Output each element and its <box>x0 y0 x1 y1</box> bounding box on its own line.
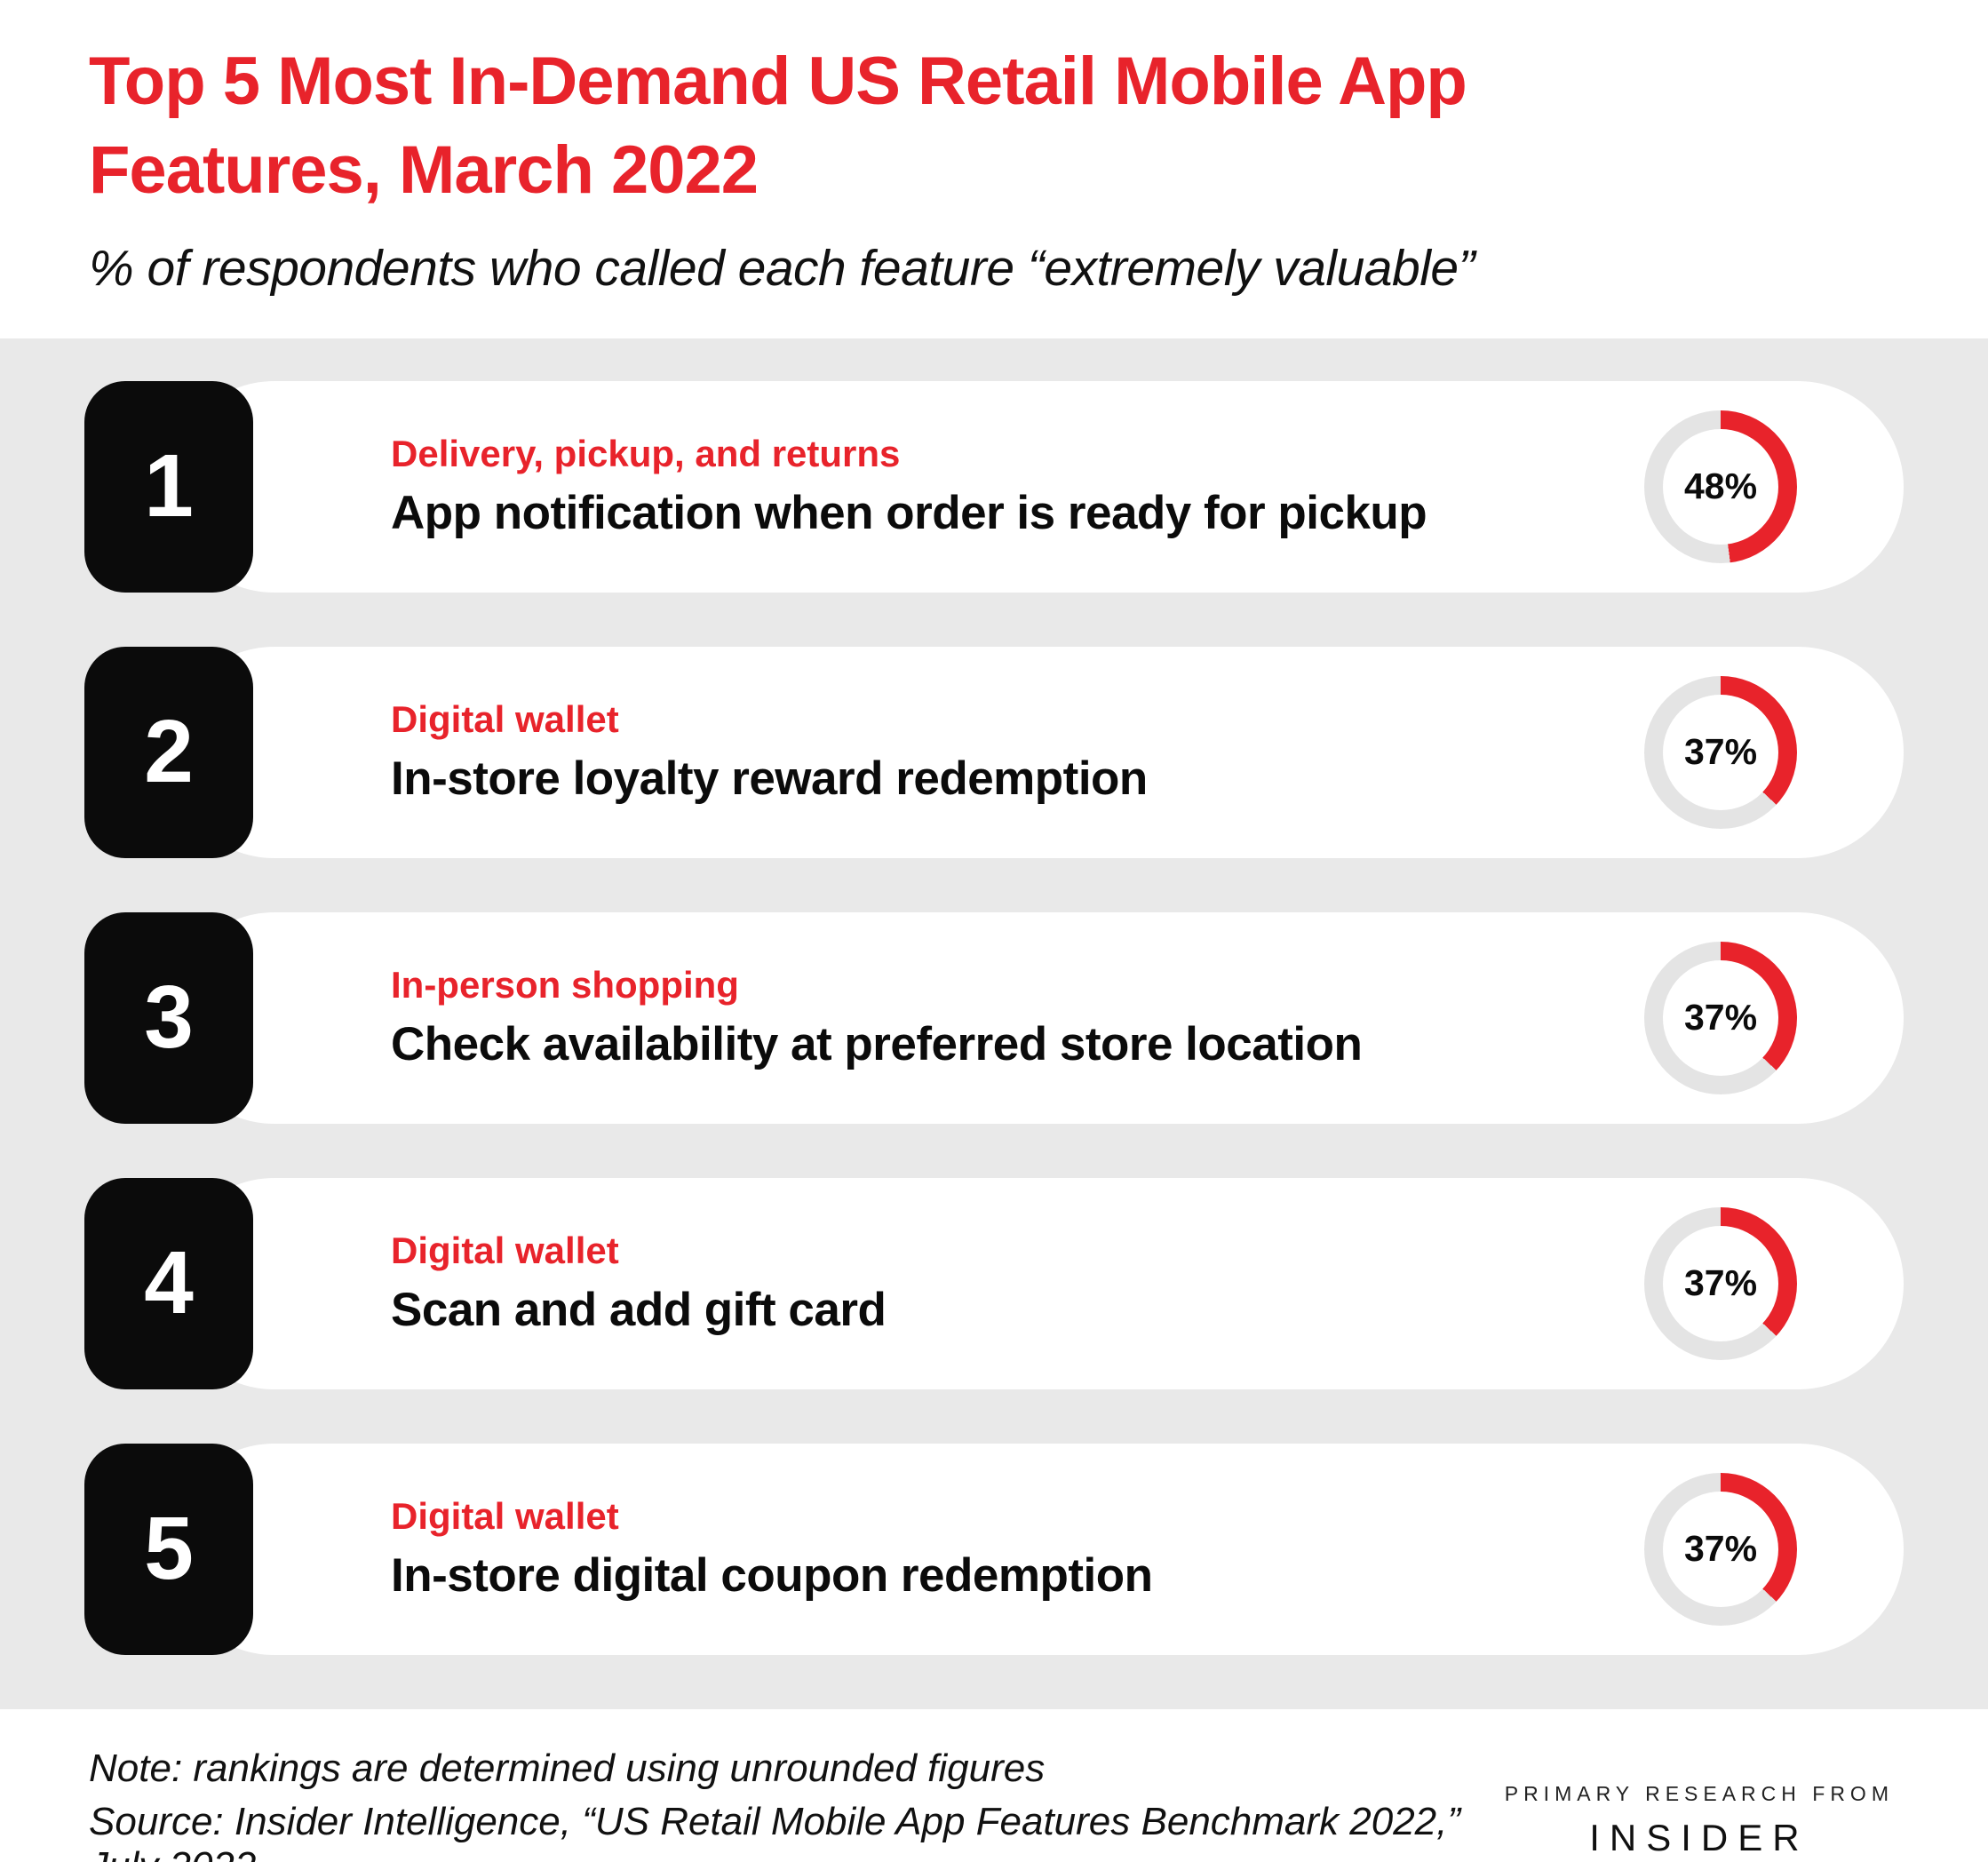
chart-title: Top 5 Most In-Demand US Retail Mobile Ap… <box>89 37 1899 216</box>
rank-card-text: Digital wallet Scan and add gift card <box>391 1229 1644 1337</box>
donut-value-label: 37% <box>1683 731 1758 773</box>
rank-badge: 1 <box>84 380 253 593</box>
chart-title-line1: Top 5 Most In-Demand US Retail Mobile Ap… <box>89 44 1467 119</box>
footer: Note: rankings are determined using unro… <box>0 1708 1988 1862</box>
donut-hole <box>1663 1491 1778 1607</box>
feature-label: In-store digital coupon redemption <box>391 1549 1153 1603</box>
donut-hole <box>1663 694 1778 810</box>
brand-tagline: PRIMARY RESEARCH FROM <box>1504 1781 1894 1805</box>
donut-chart: 48% <box>1644 410 1797 563</box>
chart-subtitle: % of respondents who called each feature… <box>89 239 1475 297</box>
feature-label: App notification when order is ready for… <box>391 487 1427 540</box>
donut-value-label: 48% <box>1683 466 1758 507</box>
rank-badge: 4 <box>84 1177 253 1389</box>
ranked-list: 1 Delivery, pickup, and returns App noti… <box>0 338 1988 1709</box>
rank-card-text: Digital wallet In-store digital coupon r… <box>391 1495 1644 1603</box>
footer-source: Source: Insider Intelligence, “US Retail… <box>89 1799 1461 1862</box>
rank-row-5: 5 Digital wallet In-store digital coupon… <box>84 1443 1904 1655</box>
category-label: Digital wallet <box>391 1229 619 1272</box>
donut-value-label: 37% <box>1683 1262 1758 1304</box>
donut-chart: 37% <box>1644 941 1797 1094</box>
donut-hole <box>1663 1225 1778 1341</box>
rank-card-text: Digital wallet In-store loyalty reward r… <box>391 698 1644 806</box>
category-label: Digital wallet <box>391 1495 619 1538</box>
rank-card: Digital wallet In-store loyalty reward r… <box>169 646 1904 858</box>
donut-chart: 37% <box>1644 1472 1797 1626</box>
footer-note: Note: rankings are determined using unro… <box>89 1746 1046 1790</box>
donut-value-label: 37% <box>1683 997 1758 1038</box>
rank-row-3: 3 In-person shopping Check availability … <box>84 911 1904 1124</box>
rank-row-2: 2 Digital wallet In-store loyalty reward… <box>84 646 1904 858</box>
rank-card: Delivery, pickup, and returns App notifi… <box>169 380 1904 593</box>
feature-label: Scan and add gift card <box>391 1284 887 1337</box>
rank-badge: 5 <box>84 1443 253 1655</box>
donut-chart: 37% <box>1644 675 1797 829</box>
footer-notes: Note: rankings are determined using unro… <box>89 1747 1505 1862</box>
category-label: In-person shopping <box>391 964 739 1007</box>
donut-hole <box>1663 959 1778 1076</box>
rank-badge: 2 <box>84 646 253 858</box>
brand-name: INSIDER INTELLIGENCE <box>1506 1815 1892 1862</box>
header: Top 5 Most In-Demand US Retail Mobile Ap… <box>0 0 1988 338</box>
donut-chart: 37% <box>1644 1206 1797 1360</box>
rank-card-text: In-person shopping Check availability at… <box>391 964 1644 1071</box>
category-label: Digital wallet <box>391 698 619 741</box>
donut-value-label: 37% <box>1683 1528 1758 1570</box>
rank-card: Digital wallet In-store digital coupon r… <box>169 1443 1904 1655</box>
rank-card-text: Delivery, pickup, and returns App notifi… <box>391 433 1644 540</box>
category-label: Delivery, pickup, and returns <box>391 433 901 475</box>
rank-row-1: 1 Delivery, pickup, and returns App noti… <box>84 380 1904 593</box>
chart-title-line2: Features, March 2022 <box>89 132 759 209</box>
rank-card: Digital wallet Scan and add gift card 37… <box>169 1177 1904 1389</box>
insider-intelligence-logo: PRIMARY RESEARCH FROM INSIDER INTELLIGEN… <box>1505 1782 1899 1862</box>
rank-row-4: 4 Digital wallet Scan and add gift card … <box>84 1177 1904 1389</box>
brand-name-line1: INSIDER <box>1589 1816 1809 1858</box>
rank-badge: 3 <box>84 911 253 1124</box>
donut-hole <box>1663 428 1778 545</box>
feature-label: Check availability at preferred store lo… <box>391 1018 1363 1071</box>
feature-label: In-store loyalty reward redemption <box>391 752 1148 806</box>
rank-card: In-person shopping Check availability at… <box>169 911 1904 1124</box>
